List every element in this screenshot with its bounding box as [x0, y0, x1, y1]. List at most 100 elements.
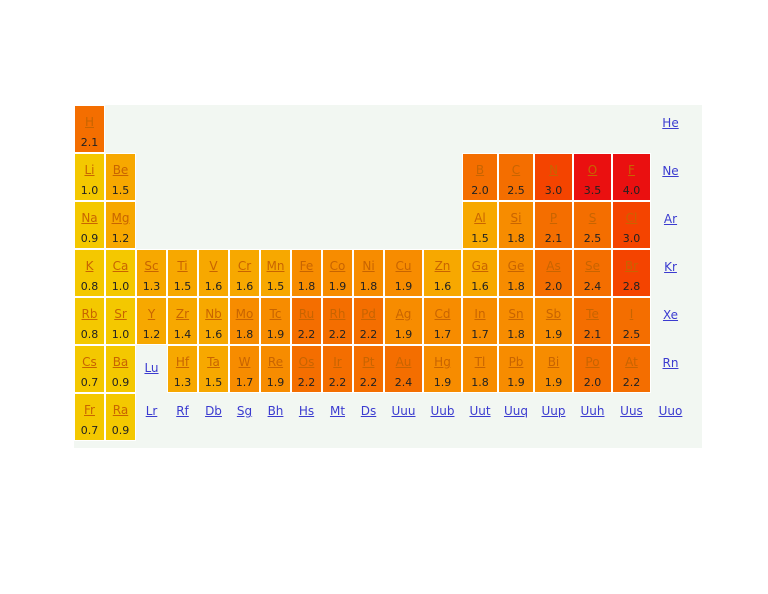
element-cell-lr[interactable]: Lr: [136, 393, 167, 441]
element-symbol[interactable]: Uut: [469, 404, 491, 418]
element-symbol[interactable]: Ti: [177, 259, 188, 273]
element-symbol[interactable]: Ag: [395, 307, 412, 321]
element-cell-rf[interactable]: Rf: [167, 393, 198, 441]
element-symbol[interactable]: B: [475, 163, 485, 177]
element-cell-c[interactable]: C 2.5: [498, 153, 534, 201]
element-symbol[interactable]: Au: [395, 355, 412, 369]
element-cell-ar[interactable]: Ar: [651, 201, 690, 249]
element-cell-rh[interactable]: Rh 2.2: [322, 297, 353, 345]
element-cell-te[interactable]: Te 2.1: [573, 297, 612, 345]
element-symbol[interactable]: S: [588, 211, 597, 225]
element-symbol[interactable]: Zr: [175, 307, 190, 321]
element-symbol[interactable]: Nb: [205, 307, 222, 321]
element-symbol[interactable]: Db: [205, 404, 222, 418]
element-cell-uut[interactable]: Uut: [462, 393, 498, 441]
element-cell-pd[interactable]: Pd 2.2: [353, 297, 384, 345]
element-symbol[interactable]: Sb: [545, 307, 562, 321]
element-symbol[interactable]: O: [587, 163, 598, 177]
element-cell-br[interactable]: Br 2.8: [612, 249, 651, 297]
element-cell-v[interactable]: V 1.6: [198, 249, 229, 297]
element-cell-hs[interactable]: Hs: [291, 393, 322, 441]
element-cell-lu[interactable]: Lu: [136, 345, 167, 393]
element-cell-mn[interactable]: Mn 1.5: [260, 249, 291, 297]
element-symbol[interactable]: Kr: [664, 260, 677, 274]
element-symbol[interactable]: Rn: [662, 356, 679, 370]
element-cell-li[interactable]: Li 1.0: [74, 153, 105, 201]
element-cell-sb[interactable]: Sb 1.9: [534, 297, 573, 345]
element-cell-uuu[interactable]: Uuu: [384, 393, 423, 441]
element-cell-ds[interactable]: Ds: [353, 393, 384, 441]
element-cell-sn[interactable]: Sn 1.8: [498, 297, 534, 345]
element-cell-pt[interactable]: Pt 2.2: [353, 345, 384, 393]
element-cell-cs[interactable]: Cs 0.7: [74, 345, 105, 393]
element-symbol[interactable]: Hg: [434, 355, 451, 369]
element-symbol[interactable]: Sg: [236, 404, 253, 418]
element-cell-ca[interactable]: Ca 1.0: [105, 249, 136, 297]
element-symbol[interactable]: Al: [474, 211, 486, 225]
element-cell-se[interactable]: Se 2.4: [573, 249, 612, 297]
element-cell-cu[interactable]: Cu 1.9: [384, 249, 423, 297]
element-symbol[interactable]: Br: [624, 259, 639, 273]
element-cell-bh[interactable]: Bh: [260, 393, 291, 441]
element-symbol[interactable]: Ga: [471, 259, 489, 273]
element-symbol[interactable]: I: [629, 307, 634, 321]
element-cell-fr[interactable]: Fr 0.7: [74, 393, 105, 441]
element-cell-ni[interactable]: Ni 1.8: [353, 249, 384, 297]
element-symbol[interactable]: Uus: [620, 404, 643, 418]
element-cell-h[interactable]: H 2.1: [74, 105, 105, 153]
element-cell-in[interactable]: In 1.7: [462, 297, 498, 345]
element-symbol[interactable]: P: [549, 211, 558, 225]
element-cell-sg[interactable]: Sg: [229, 393, 260, 441]
element-symbol[interactable]: Uuh: [580, 404, 605, 418]
element-cell-k[interactable]: K 0.8: [74, 249, 105, 297]
element-symbol[interactable]: Tc: [269, 307, 282, 321]
element-symbol[interactable]: Cs: [82, 355, 97, 369]
element-symbol[interactable]: V: [209, 259, 218, 273]
element-cell-uus[interactable]: Uus: [612, 393, 651, 441]
element-symbol[interactable]: As: [546, 259, 561, 273]
element-symbol[interactable]: Uuq: [503, 404, 528, 418]
element-cell-zn[interactable]: Zn 1.6: [423, 249, 462, 297]
element-symbol[interactable]: Re: [267, 355, 284, 369]
element-cell-tl[interactable]: Tl 1.8: [462, 345, 498, 393]
element-cell-be[interactable]: Be 1.5: [105, 153, 136, 201]
element-cell-xe[interactable]: Xe: [651, 297, 690, 345]
element-cell-ra[interactable]: Ra 0.9: [105, 393, 136, 441]
element-symbol[interactable]: Hf: [175, 355, 190, 369]
element-cell-hg[interactable]: Hg 1.9: [423, 345, 462, 393]
element-symbol[interactable]: Y: [147, 307, 156, 321]
element-symbol[interactable]: Mg: [111, 211, 130, 225]
element-symbol[interactable]: Sc: [144, 259, 159, 273]
element-symbol[interactable]: Tl: [474, 355, 486, 369]
element-symbol[interactable]: Bi: [547, 355, 560, 369]
element-cell-w[interactable]: W 1.7: [229, 345, 260, 393]
element-cell-mg[interactable]: Mg 1.2: [105, 201, 136, 249]
element-symbol[interactable]: Zn: [434, 259, 451, 273]
element-symbol[interactable]: Cu: [395, 259, 412, 273]
element-symbol[interactable]: Rb: [81, 307, 98, 321]
element-cell-cd[interactable]: Cd 1.7: [423, 297, 462, 345]
element-cell-ti[interactable]: Ti 1.5: [167, 249, 198, 297]
element-symbol[interactable]: Mt: [329, 404, 346, 418]
element-symbol[interactable]: Ne: [662, 164, 679, 178]
element-symbol[interactable]: H: [84, 115, 95, 129]
element-symbol[interactable]: Pb: [508, 355, 524, 369]
element-symbol[interactable]: Cd: [434, 307, 451, 321]
element-cell-ba[interactable]: Ba 0.9: [105, 345, 136, 393]
element-cell-bi[interactable]: Bi 1.9: [534, 345, 573, 393]
element-symbol[interactable]: W: [238, 355, 251, 369]
element-symbol[interactable]: Ca: [112, 259, 129, 273]
element-cell-nb[interactable]: Nb 1.6: [198, 297, 229, 345]
element-symbol[interactable]: Fe: [299, 259, 314, 273]
element-cell-as[interactable]: As 2.0: [534, 249, 573, 297]
element-cell-kr[interactable]: Kr: [651, 249, 690, 297]
element-symbol[interactable]: N: [549, 163, 558, 177]
element-symbol[interactable]: Ta: [207, 355, 220, 369]
element-cell-uuh[interactable]: Uuh: [573, 393, 612, 441]
element-symbol[interactable]: Rh: [329, 307, 346, 321]
element-symbol[interactable]: Uuu: [391, 404, 416, 418]
element-symbol[interactable]: Ar: [663, 212, 678, 226]
element-symbol[interactable]: Hs: [298, 404, 315, 418]
element-symbol[interactable]: Cr: [237, 259, 252, 273]
element-cell-i[interactable]: I 2.5: [612, 297, 651, 345]
